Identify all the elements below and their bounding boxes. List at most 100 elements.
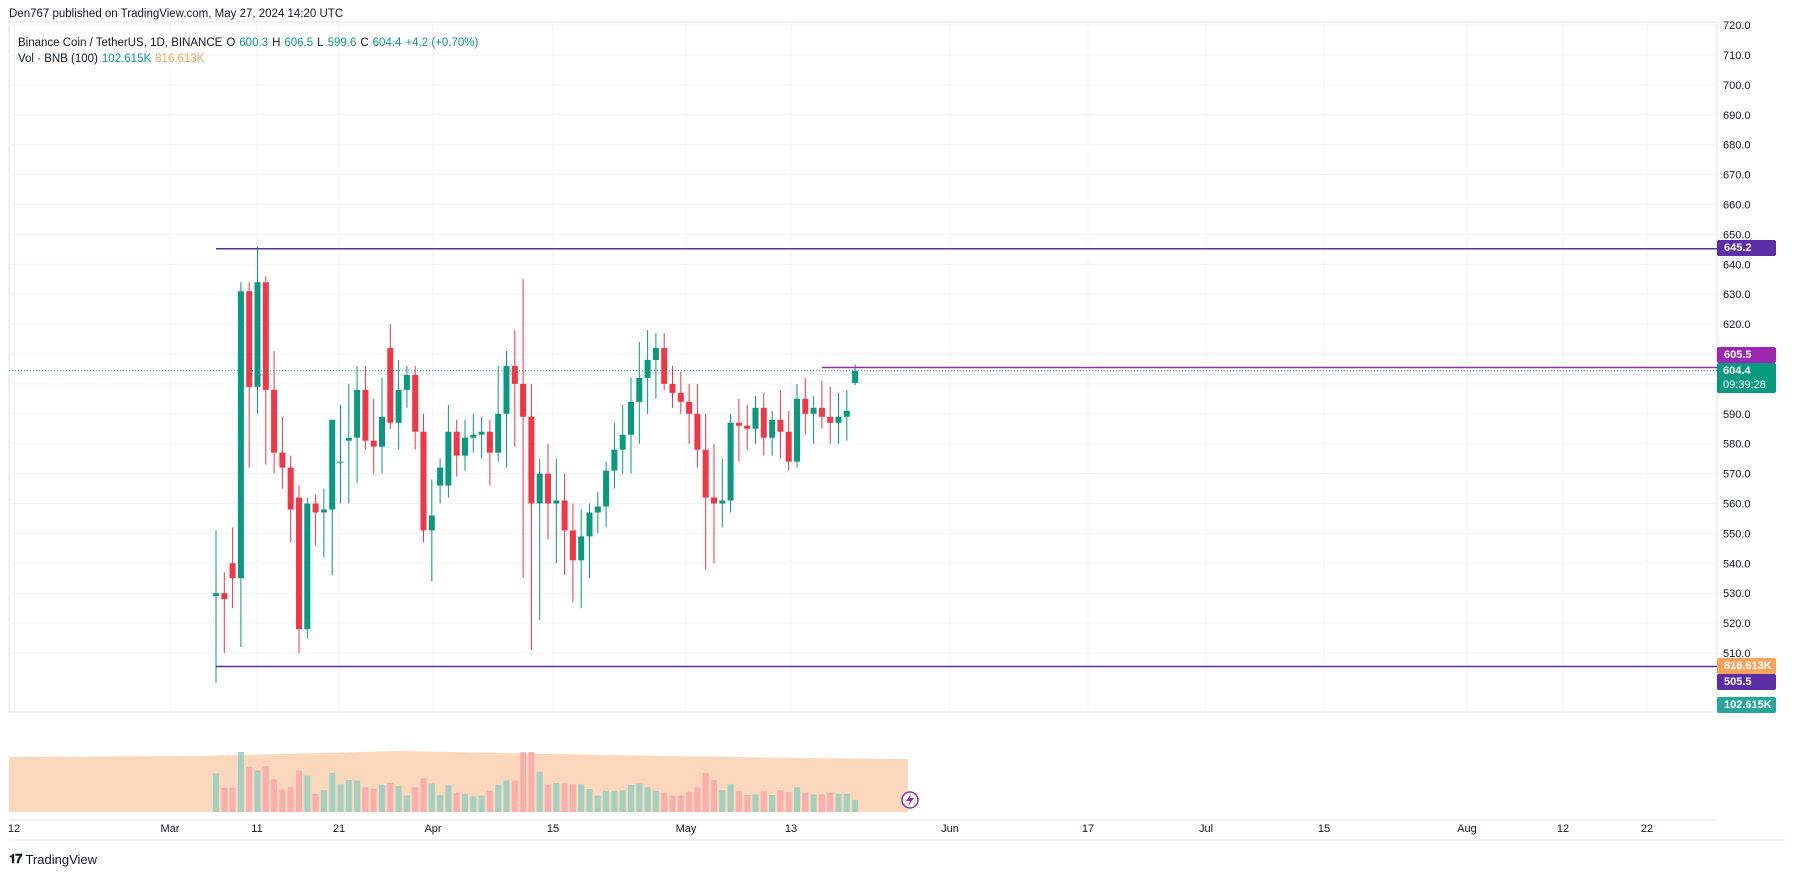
candle[interactable] bbox=[296, 485, 302, 653]
candle[interactable] bbox=[594, 491, 601, 534]
candle[interactable] bbox=[503, 351, 510, 468]
candle[interactable] bbox=[752, 395, 759, 444]
y-tick-label: 710.0 bbox=[1723, 50, 1751, 62]
volume-bar bbox=[677, 795, 684, 812]
candle[interactable] bbox=[603, 461, 610, 528]
candle[interactable] bbox=[403, 365, 410, 408]
candle[interactable] bbox=[661, 333, 668, 390]
symbol-name[interactable]: Binance Coin / TetherUS, 1D, BINANCE bbox=[18, 37, 223, 49]
candle[interactable] bbox=[694, 383, 701, 468]
candle[interactable] bbox=[636, 342, 643, 444]
candle[interactable] bbox=[420, 413, 427, 543]
candle[interactable] bbox=[702, 413, 709, 570]
candle-body bbox=[702, 449, 709, 498]
candle[interactable] bbox=[528, 383, 535, 651]
candle[interactable] bbox=[611, 422, 618, 489]
candle[interactable] bbox=[495, 365, 502, 462]
candle[interactable] bbox=[711, 443, 717, 564]
candle[interactable] bbox=[619, 404, 626, 474]
candle[interactable] bbox=[586, 503, 593, 579]
x-tick-label: 12 bbox=[1557, 823, 1569, 835]
candle[interactable] bbox=[470, 413, 477, 453]
candle[interactable] bbox=[669, 365, 676, 408]
candle[interactable] bbox=[478, 416, 485, 459]
candle[interactable] bbox=[802, 377, 809, 435]
candle[interactable] bbox=[246, 282, 253, 468]
candle[interactable] bbox=[237, 282, 244, 648]
candle[interactable] bbox=[827, 386, 834, 444]
candle[interactable] bbox=[221, 572, 228, 653]
y-tick-label: 660.0 bbox=[1723, 200, 1751, 212]
candle[interactable] bbox=[229, 527, 236, 609]
candle[interactable] bbox=[818, 380, 825, 429]
candle[interactable] bbox=[312, 494, 319, 546]
candle[interactable] bbox=[578, 509, 585, 609]
candle[interactable] bbox=[735, 398, 742, 462]
candle[interactable] bbox=[345, 383, 352, 504]
candle[interactable] bbox=[644, 330, 651, 414]
volume-bar bbox=[462, 793, 468, 812]
candle[interactable] bbox=[511, 330, 518, 447]
y-tick-label: 720.0 bbox=[1723, 20, 1751, 32]
candles bbox=[213, 246, 859, 683]
candle[interactable] bbox=[354, 365, 361, 483]
candle[interactable] bbox=[379, 377, 385, 474]
candle[interactable] bbox=[777, 389, 784, 459]
candle[interactable] bbox=[337, 404, 344, 504]
candle[interactable] bbox=[445, 404, 452, 498]
candle[interactable] bbox=[794, 383, 800, 468]
volume-bar bbox=[727, 784, 734, 812]
x-tick-label: Jun bbox=[941, 823, 959, 835]
volume-bar bbox=[511, 780, 518, 812]
candle[interactable] bbox=[462, 419, 468, 471]
candle[interactable] bbox=[686, 383, 693, 444]
candle[interactable] bbox=[279, 416, 286, 489]
candle[interactable] bbox=[719, 458, 726, 528]
candle[interactable] bbox=[213, 530, 219, 683]
candle[interactable] bbox=[370, 398, 377, 474]
candle[interactable] bbox=[843, 389, 850, 441]
candle[interactable] bbox=[727, 413, 734, 513]
candle-body bbox=[802, 398, 809, 414]
lightning-icon[interactable] bbox=[901, 791, 919, 809]
x-tick-label: 21 bbox=[333, 823, 345, 835]
candle[interactable] bbox=[412, 365, 419, 450]
candle[interactable] bbox=[760, 392, 767, 456]
candle[interactable] bbox=[677, 371, 684, 414]
candle[interactable] bbox=[520, 279, 527, 579]
candle[interactable] bbox=[287, 455, 294, 543]
candle[interactable] bbox=[329, 419, 336, 576]
candle[interactable] bbox=[536, 458, 543, 621]
x-tick-label: 13 bbox=[785, 823, 797, 835]
candle[interactable] bbox=[785, 410, 792, 471]
candle[interactable] bbox=[810, 395, 817, 444]
candle[interactable] bbox=[652, 333, 659, 399]
candle[interactable] bbox=[453, 419, 460, 477]
candle[interactable] bbox=[553, 458, 560, 564]
candle-body bbox=[453, 431, 460, 456]
candle[interactable] bbox=[271, 351, 278, 474]
candle[interactable] bbox=[545, 443, 551, 540]
candle[interactable] bbox=[628, 377, 634, 474]
candle[interactable] bbox=[428, 479, 435, 582]
candle[interactable] bbox=[569, 503, 576, 603]
candle[interactable] bbox=[304, 497, 311, 639]
candle[interactable] bbox=[744, 404, 751, 450]
candle[interactable] bbox=[769, 410, 776, 456]
horizontal-levels[interactable] bbox=[9, 248, 1717, 809]
candle-body bbox=[719, 500, 726, 504]
candle[interactable] bbox=[561, 473, 568, 576]
candle[interactable] bbox=[362, 365, 369, 450]
candle[interactable] bbox=[835, 392, 842, 444]
candle[interactable] bbox=[395, 359, 402, 450]
candle[interactable] bbox=[437, 458, 444, 504]
tradingview-logo[interactable]: 𝟏𝟕 TradingView bbox=[9, 851, 97, 867]
candle[interactable] bbox=[320, 488, 327, 558]
candle[interactable] bbox=[254, 246, 261, 414]
candle[interactable] bbox=[387, 324, 394, 429]
y-tick-label: 650.0 bbox=[1723, 229, 1751, 241]
candle[interactable] bbox=[486, 419, 493, 486]
volume-indicator-label[interactable]: Vol · BNB (100) bbox=[18, 53, 98, 65]
candle[interactable] bbox=[262, 276, 269, 465]
